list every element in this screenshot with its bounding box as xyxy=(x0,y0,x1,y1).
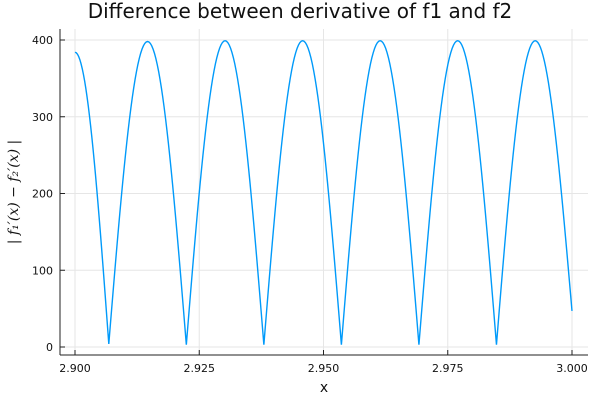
chart-title: Difference between derivative of f1 and … xyxy=(88,0,513,23)
series-line xyxy=(74,40,573,345)
y-tick-label: 0 xyxy=(46,341,53,354)
axis-layer xyxy=(59,29,588,356)
y-axis-title: | f₁′(x) − f₂′(x) | xyxy=(6,140,22,245)
series-layer xyxy=(74,40,573,345)
label-layer: 2.900 2.925 2.950 2.975 3.000 0 100 200 300 400 Di… xyxy=(6,0,588,396)
x-axis-title: x xyxy=(320,380,328,396)
y-tick-label: 400 xyxy=(32,34,53,47)
y-tick-label: 100 xyxy=(32,264,53,277)
x-tick-label: 3.000 xyxy=(556,362,588,375)
grid-layer xyxy=(60,29,588,355)
y-tick-label: 300 xyxy=(32,111,53,124)
x-tick-label: 2.950 xyxy=(308,362,340,375)
x-tick-label: 2.925 xyxy=(184,362,216,375)
y-tick-label: 200 xyxy=(32,188,53,201)
x-tick-label: 2.975 xyxy=(432,362,464,375)
x-tick-label: 2.900 xyxy=(59,362,91,375)
